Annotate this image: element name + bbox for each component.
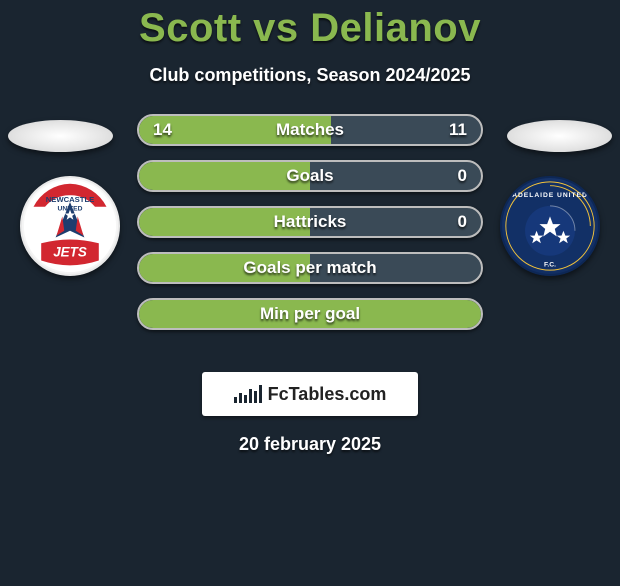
stat-row-min-per-goal: Min per goal bbox=[137, 298, 483, 330]
stat-value-right: 0 bbox=[458, 162, 467, 190]
stat-label: Hattricks bbox=[139, 208, 481, 236]
newcastle-jets-icon: NEWCASTLE UNITED JETS bbox=[22, 176, 118, 276]
club-crest-right: ADELAIDE UNITED F.C. bbox=[500, 176, 600, 276]
stat-row-hattricks: Hattricks 0 bbox=[137, 206, 483, 238]
stat-label: Matches bbox=[139, 116, 481, 144]
comparison-stage: NEWCASTLE UNITED JETS ADELAIDE UNITED F.… bbox=[0, 114, 620, 354]
stat-value-right: 0 bbox=[458, 208, 467, 236]
date-text: 20 february 2025 bbox=[0, 434, 620, 455]
stat-row-goals: Goals 0 bbox=[137, 160, 483, 192]
stat-label: Goals per match bbox=[139, 254, 481, 282]
stat-label: Goals bbox=[139, 162, 481, 190]
svg-text:ADELAIDE UNITED: ADELAIDE UNITED bbox=[512, 192, 588, 199]
svg-text:JETS: JETS bbox=[53, 245, 87, 260]
stat-rows: 14 Matches 11 Goals 0 Hattricks 0 Goals … bbox=[137, 114, 483, 330]
svg-text:F.C.: F.C. bbox=[544, 261, 556, 268]
bar-chart-icon bbox=[234, 385, 262, 403]
subtitle: Club competitions, Season 2024/2025 bbox=[0, 65, 620, 86]
stat-row-goals-per-match: Goals per match bbox=[137, 252, 483, 284]
player-placeholder-left bbox=[8, 120, 113, 152]
brand-box: FcTables.com bbox=[202, 372, 418, 416]
stat-row-matches: 14 Matches 11 bbox=[137, 114, 483, 146]
club-crest-left: NEWCASTLE UNITED JETS bbox=[20, 176, 120, 276]
brand-text: FcTables.com bbox=[268, 384, 387, 405]
stat-value-right: 11 bbox=[449, 116, 467, 144]
page-title: Scott vs Delianov bbox=[0, 6, 620, 51]
adelaide-united-icon: ADELAIDE UNITED F.C. bbox=[502, 176, 598, 276]
player-placeholder-right bbox=[507, 120, 612, 152]
stat-label: Min per goal bbox=[139, 300, 481, 328]
